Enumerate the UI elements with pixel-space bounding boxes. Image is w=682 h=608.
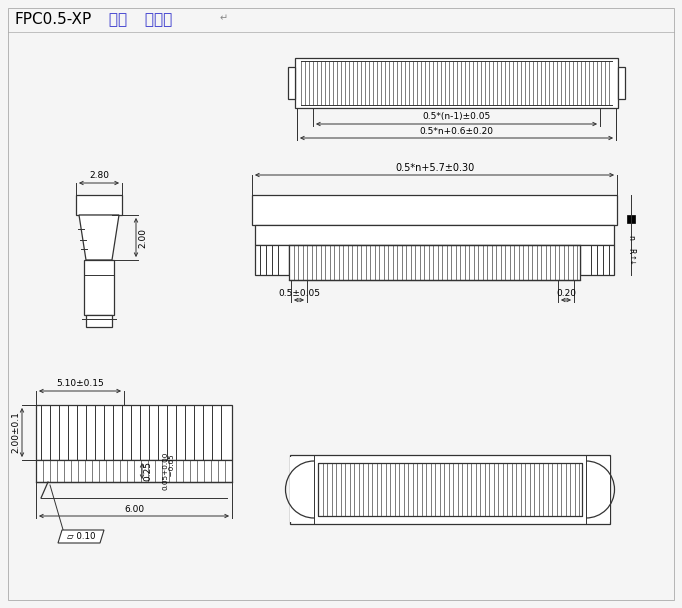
Bar — [252, 195, 617, 225]
Text: 6.00: 6.00 — [124, 505, 144, 514]
Bar — [76, 195, 122, 215]
Text: 5.10±0.15: 5.10±0.15 — [56, 379, 104, 389]
Text: 下接: 下接 — [104, 13, 127, 27]
Text: 抽拉式: 抽拉式 — [140, 13, 173, 27]
Bar — [586, 457, 610, 522]
Text: R: R — [627, 248, 636, 254]
Text: 2.00: 2.00 — [138, 227, 147, 247]
Bar — [288, 67, 295, 99]
Bar — [618, 67, 625, 99]
Text: FPC0.5-XP: FPC0.5-XP — [14, 13, 91, 27]
Bar — [255, 225, 614, 245]
Bar — [580, 245, 614, 275]
Text: 0.5*n+5.7±0.30: 0.5*n+5.7±0.30 — [395, 163, 474, 173]
Bar — [627, 215, 635, 223]
Text: ▱ 0.10: ▱ 0.10 — [67, 532, 95, 541]
Bar — [290, 457, 314, 522]
Polygon shape — [58, 530, 104, 543]
Bar — [318, 463, 582, 516]
Bar — [295, 58, 618, 108]
Text: 0.5*(n-1)±0.05: 0.5*(n-1)±0.05 — [422, 112, 490, 122]
Text: 0.5*n+0.6±0.20: 0.5*n+0.6±0.20 — [419, 126, 494, 136]
Bar — [255, 245, 289, 275]
Bar — [86, 315, 112, 327]
Text: ↑↓: ↑↓ — [628, 255, 634, 267]
Text: 2.00±0.1: 2.00±0.1 — [12, 412, 20, 454]
Text: 0.20: 0.20 — [556, 289, 576, 297]
Bar — [36, 405, 232, 460]
Text: 0.5±0.05: 0.5±0.05 — [278, 289, 320, 297]
Bar — [36, 460, 232, 482]
Text: n: n — [627, 235, 636, 240]
Polygon shape — [79, 215, 119, 260]
Bar — [289, 245, 580, 280]
Text: 2.80: 2.80 — [89, 171, 109, 181]
Text: 0.25: 0.25 — [143, 461, 153, 481]
Bar — [290, 455, 610, 524]
Text: 0.05+0.00
      −0.05: 0.05+0.00 −0.05 — [162, 452, 175, 490]
Bar — [84, 260, 114, 315]
Text: ↵: ↵ — [220, 13, 228, 23]
